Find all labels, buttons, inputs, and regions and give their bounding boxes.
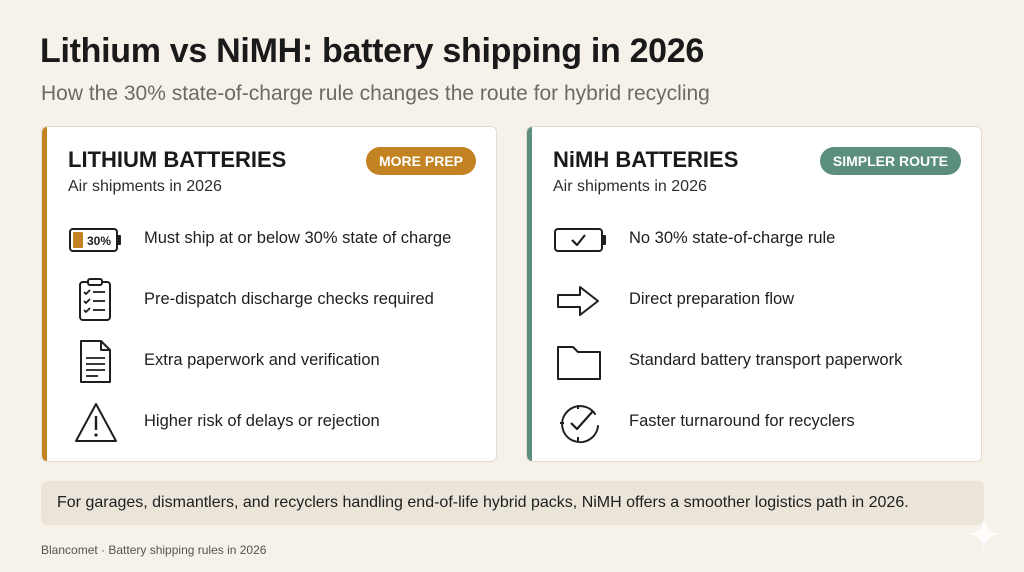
document-icon xyxy=(68,339,124,385)
nimh-card: NiMH BATTERIES Air shipments in 2026 SIM… xyxy=(526,126,982,462)
lithium-item-risk: Higher risk of delays or rejection xyxy=(68,400,488,446)
checklist-icon xyxy=(68,278,124,324)
battery-percent-label: 30% xyxy=(87,234,111,248)
page-subtitle: How the 30% state-of-charge rule changes… xyxy=(41,82,710,105)
lithium-accent-bar xyxy=(42,127,47,461)
nimh-accent-bar xyxy=(527,127,532,461)
nimh-badge: SIMPLER ROUTE xyxy=(819,147,961,175)
folder-icon xyxy=(553,339,609,385)
lithium-item-soc: 30% Must ship at or below 30% state of c… xyxy=(68,217,488,263)
battery-check-icon xyxy=(553,217,609,263)
lithium-item-checks: Pre-dispatch discharge checks required xyxy=(68,278,488,324)
nimh-item-flow: Direct preparation flow xyxy=(553,278,973,324)
arrow-right-icon xyxy=(553,278,609,324)
lithium-item-paperwork: Extra paperwork and verification xyxy=(68,339,488,385)
lithium-item-text: Must ship at or below 30% state of charg… xyxy=(144,229,452,247)
nimh-item-text: Standard battery transport paperwork xyxy=(629,351,903,369)
nimh-card-subtitle: Air shipments in 2026 xyxy=(553,178,707,195)
lithium-card-subtitle: Air shipments in 2026 xyxy=(68,178,222,195)
page-title: Lithium vs NiMH: battery shipping in 202… xyxy=(40,32,705,70)
nimh-item-text: No 30% state-of-charge rule xyxy=(629,229,836,247)
clock-check-icon xyxy=(553,400,609,446)
lithium-card-title: LITHIUM BATTERIES xyxy=(68,147,287,172)
lithium-card: LITHIUM BATTERIES Air shipments in 2026 … xyxy=(41,126,497,462)
footer-text: For garages, dismantlers, and recyclers … xyxy=(57,494,909,511)
nimh-item-text: Direct preparation flow xyxy=(629,290,795,308)
nimh-card-title: NiMH BATTERIES xyxy=(553,147,739,172)
nimh-item-turnaround: Faster turnaround for recyclers xyxy=(553,400,973,446)
lithium-item-text: Higher risk of delays or rejection xyxy=(144,412,380,430)
footer-callout: For garages, dismantlers, and recyclers … xyxy=(41,481,984,525)
lithium-item-text: Pre-dispatch discharge checks required xyxy=(144,290,434,308)
nimh-item-paperwork: Standard battery transport paperwork xyxy=(553,339,973,385)
warning-icon xyxy=(68,400,124,446)
lithium-item-text: Extra paperwork and verification xyxy=(144,351,380,369)
battery-30-icon: 30% xyxy=(68,217,124,263)
lithium-badge: MORE PREP xyxy=(365,147,476,175)
nimh-item-soc: No 30% state-of-charge rule xyxy=(553,217,973,263)
sparkle-icon xyxy=(968,518,1000,550)
nimh-item-text: Faster turnaround for recyclers xyxy=(629,412,855,430)
credit-line: Blancomet · Battery shipping rules in 20… xyxy=(41,543,267,557)
